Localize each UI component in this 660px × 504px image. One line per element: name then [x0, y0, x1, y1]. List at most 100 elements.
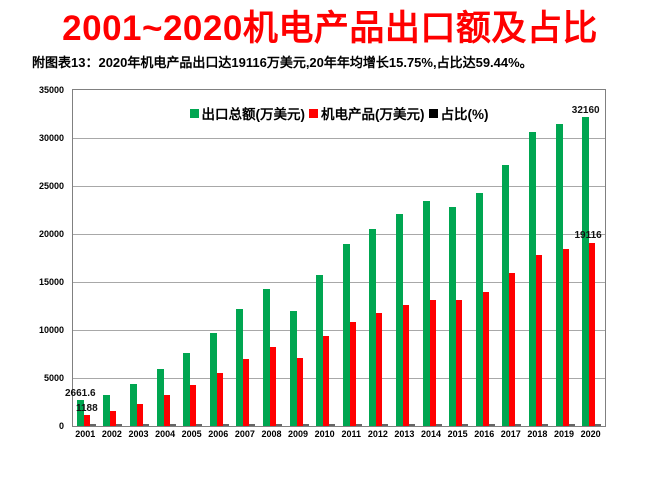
x-tick-2007: 2007	[234, 429, 255, 439]
bar-pct-2016	[488, 424, 495, 426]
legend-item-1: 机电产品(万美元)	[309, 103, 425, 123]
bar-total-2016	[475, 192, 483, 426]
bar-pct-2020	[595, 424, 602, 426]
bar-total-2014	[422, 201, 430, 426]
data-label-32160: 32160	[571, 105, 600, 117]
legend-item-2: 占比(%)	[428, 103, 489, 123]
gridline-20000	[73, 234, 605, 235]
bar-mech-2019	[562, 249, 569, 426]
bar-mech-2017	[509, 273, 516, 426]
y-axis: 35000 30000 25000 20000 15000 10000 5000 0	[0, 85, 66, 431]
slide-canvas: { "title": "2001~2020机电产品出口额及占比", "title…	[0, 9, 660, 504]
y-tick-5000: 5000	[43, 373, 64, 383]
bar-total-2015	[449, 207, 457, 426]
bar-pct-2009	[302, 424, 309, 426]
bar-mech-2011	[349, 321, 356, 426]
x-tick-2015: 2015	[447, 429, 468, 439]
bar-total-2012	[369, 229, 377, 426]
x-tick-2005: 2005	[181, 429, 202, 439]
bar-mech-2020	[589, 242, 596, 426]
y-tick-25000: 25000	[38, 181, 64, 191]
bar-pct-2013	[409, 424, 415, 426]
gridline-30000	[73, 138, 605, 139]
x-tick-2010: 2010	[314, 429, 335, 439]
bar-mech-2006	[216, 373, 223, 426]
gridline-15000	[73, 282, 605, 283]
bar-pct-2002	[116, 424, 123, 426]
y-tick-10000: 10000	[38, 325, 64, 335]
bar-mech-2010	[323, 336, 330, 426]
bar-pct-2008	[276, 424, 282, 426]
bar-pct-2011	[355, 424, 362, 426]
bar-total-2007	[236, 309, 244, 426]
bar-total-2018	[529, 132, 536, 426]
bar-pct-2010	[329, 424, 336, 426]
y-tick-0: 0	[58, 421, 64, 431]
bar-mech-2001	[83, 414, 90, 426]
legend-swatch-icon	[189, 108, 199, 118]
bar-mech-2013	[403, 304, 409, 426]
bar-chart: 35000 30000 25000 20000 15000 10000 5000 0 出口总额…	[0, 85, 660, 479]
bar-pct-2014	[435, 424, 442, 426]
x-tick-2013: 2013	[394, 429, 415, 439]
legend-label: 机电产品(万美元)	[321, 107, 425, 122]
x-axis: 2001 2002 2003 2004 2005 2006 2007 2008 2009 2010…	[72, 429, 604, 439]
x-tick-2008: 2008	[261, 429, 282, 439]
y-tick-30000: 30000	[38, 133, 64, 143]
bar-total-2008	[263, 288, 270, 426]
gridline-5000	[73, 378, 605, 379]
chart-title: 2001~2020机电产品出口额及占比	[62, 9, 598, 48]
bar-mech-2007	[243, 358, 250, 426]
bar-total-2004	[156, 369, 164, 426]
bar-mech-2004	[163, 394, 170, 426]
bar-pct-2015	[462, 424, 469, 426]
legend-item-0: 出口总额(万美元)	[189, 103, 306, 123]
bar-mech-2002	[110, 410, 117, 426]
bar-pct-2018	[542, 424, 548, 426]
bar-pct-2017	[515, 424, 522, 426]
bar-mech-2016	[482, 291, 489, 426]
data-label-2661.6: 2661.6	[65, 388, 96, 400]
x-tick-2020: 2020	[580, 429, 601, 439]
bar-mech-2018	[536, 254, 542, 426]
bar-pct-2005	[196, 424, 203, 426]
x-tick-2003: 2003	[128, 429, 149, 439]
x-tick-2018: 2018	[527, 429, 548, 439]
y-tick-15000: 15000	[38, 277, 64, 287]
bar-pct-2019	[568, 424, 575, 426]
bar-total-2002	[103, 394, 111, 426]
x-tick-2002: 2002	[101, 429, 122, 439]
x-tick-2016: 2016	[474, 429, 495, 439]
x-tick-2001: 2001	[75, 429, 96, 439]
y-tick-20000: 20000	[38, 229, 64, 239]
bar-mech-2008	[270, 347, 276, 426]
x-tick-2012: 2012	[367, 429, 388, 439]
bar-pct-2004	[169, 424, 176, 426]
x-tick-2009: 2009	[288, 429, 309, 439]
plot-area: 出口总额(万美元) 机电产品(万美元) 占比(%) 2661.6 1188 32160 1…	[65, 89, 606, 427]
legend-label: 出口总额(万美元)	[201, 107, 306, 122]
legend-swatch-icon	[309, 108, 318, 118]
x-tick-2019: 2019	[553, 429, 574, 439]
bar-total-2009	[289, 310, 297, 426]
bar-total-2011	[342, 243, 350, 426]
chart-legend: 出口总额(万美元) 机电产品(万美元) 占比(%)	[73, 103, 605, 123]
y-tick-35000: 35000	[38, 85, 64, 95]
bar-mech-2005	[190, 385, 197, 426]
x-tick-2006: 2006	[208, 429, 229, 439]
bar-total-2013	[396, 213, 403, 426]
bar-pct-2007	[249, 424, 256, 426]
x-tick-2017: 2017	[500, 429, 521, 439]
bar-total-2020	[582, 117, 590, 426]
bar-total-2001	[76, 400, 84, 426]
bar-total-2006	[209, 332, 217, 426]
legend-label: 占比(%)	[440, 107, 489, 122]
bar-total-2017	[502, 164, 510, 426]
bar-mech-2003	[137, 404, 143, 426]
data-label-19116: 19116	[574, 230, 602, 242]
x-tick-2014: 2014	[421, 429, 442, 439]
bar-pct-2012	[382, 424, 389, 426]
bar-pct-2001	[89, 424, 96, 426]
legend-swatch-icon	[428, 108, 438, 118]
bar-mech-2012	[376, 312, 383, 426]
